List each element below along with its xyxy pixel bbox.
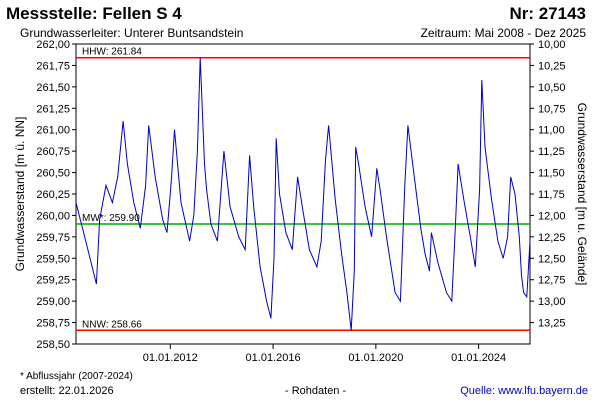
y2-tick-label: 10,25 xyxy=(538,60,566,72)
y-tick-label: 258,75 xyxy=(36,318,70,330)
y-tick-label: 260,75 xyxy=(36,146,70,158)
y2-tick-label: 10,50 xyxy=(538,82,566,94)
x-tick-label: 01.01.2016 xyxy=(246,352,301,364)
y-tick-label: 261,75 xyxy=(36,60,70,72)
raw-data-label: - Rohdaten - xyxy=(285,385,347,397)
y2-tick-label: 12,50 xyxy=(538,253,566,265)
created-date: erstellt: 22.01.2026 xyxy=(20,385,114,397)
y-tick-label: 260,25 xyxy=(36,189,70,201)
y-tick-label: 260,50 xyxy=(36,168,70,180)
aquifer-label: Grundwasserleiter: Unterer Buntsandstein xyxy=(20,26,244,40)
plot-frame xyxy=(75,43,531,345)
y2-tick-label: 13,25 xyxy=(538,318,566,330)
x-tick-label: 01.01.2020 xyxy=(348,352,403,364)
y-tick-label: 260,00 xyxy=(36,210,70,222)
chart-title: Messstelle: Fellen S 4 xyxy=(6,4,182,23)
y-tick-label: 258,50 xyxy=(36,339,70,351)
y2-tick-label: 11,25 xyxy=(538,146,565,158)
y-tick-label: 261,25 xyxy=(36,103,70,115)
x-tick-label: 01.01.2012 xyxy=(143,352,198,364)
y2-tick-label: 10,00 xyxy=(538,39,566,51)
station-number: Nr: 27143 xyxy=(509,4,586,23)
reference-label: NNW: 258.66 xyxy=(82,319,142,330)
source-link[interactable]: Quelle: www.lfu.bayern.de xyxy=(460,385,588,397)
y2-tick-label: 11,00 xyxy=(538,125,565,137)
x-tick-label: 01.01.2024 xyxy=(451,352,506,364)
y-axis-title: Grundwasserstand [m ü. NN] xyxy=(13,117,27,272)
footnote: * Abflussjahr (2007-2024) xyxy=(20,371,133,382)
y2-tick-label: 12,25 xyxy=(538,232,566,244)
y2-tick-label: 11,50 xyxy=(538,168,565,180)
y-tick-label: 259,25 xyxy=(36,275,70,287)
reference-label: MW*: 259.90 xyxy=(82,213,140,224)
reference-label: HHW: 261.84 xyxy=(82,47,142,58)
y-tick-label: 259,75 xyxy=(36,232,70,244)
y2-tick-label: 10,75 xyxy=(538,103,566,115)
y-tick-label: 259,00 xyxy=(36,296,70,308)
period-label: Zeitraum: Mai 2008 - Dez 2025 xyxy=(420,26,586,40)
y2-tick-label: 13,00 xyxy=(538,296,566,308)
y2-axis-title: Grundwasserstand [m u. Gelände] xyxy=(575,103,589,286)
y2-tick-label: 12,00 xyxy=(538,210,566,222)
water-level-line xyxy=(75,57,531,331)
y-tick-label: 259,50 xyxy=(36,253,70,265)
y-tick-label: 261,00 xyxy=(36,125,70,137)
y2-tick-label: 12,75 xyxy=(538,275,566,287)
y-tick-label: 261,50 xyxy=(36,82,70,94)
y-tick-label: 262,00 xyxy=(36,39,70,51)
y2-tick-label: 11,75 xyxy=(538,189,565,201)
